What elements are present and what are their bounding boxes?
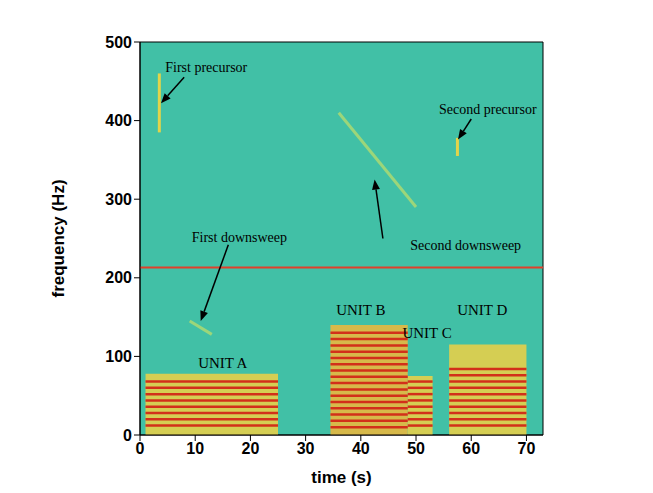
svg-text:First precursor: First precursor [165,60,247,75]
svg-text:frequency (Hz): frequency (Hz) [49,179,68,297]
svg-text:0: 0 [123,427,132,444]
svg-text:UNIT A: UNIT A [198,355,247,371]
svg-text:100: 100 [105,348,132,365]
svg-text:UNIT C: UNIT C [402,325,451,341]
svg-text:30: 30 [297,440,315,457]
svg-text:40: 40 [352,440,370,457]
svg-text:Second precursor: Second precursor [439,102,537,117]
svg-text:time (s): time (s) [311,468,371,487]
svg-text:10: 10 [186,440,204,457]
svg-text:UNIT B: UNIT B [336,302,385,318]
svg-text:400: 400 [105,112,132,129]
svg-text:300: 300 [105,191,132,208]
svg-text:Second downsweep: Second downsweep [410,238,521,253]
svg-text:0: 0 [136,440,145,457]
svg-text:UNIT D: UNIT D [457,302,507,318]
svg-text:70: 70 [518,440,536,457]
svg-text:200: 200 [105,269,132,286]
svg-text:500: 500 [105,34,132,51]
svg-text:20: 20 [242,440,260,457]
svg-text:50: 50 [407,440,425,457]
svg-text:First downsweep: First downsweep [192,230,287,245]
svg-text:60: 60 [462,440,480,457]
